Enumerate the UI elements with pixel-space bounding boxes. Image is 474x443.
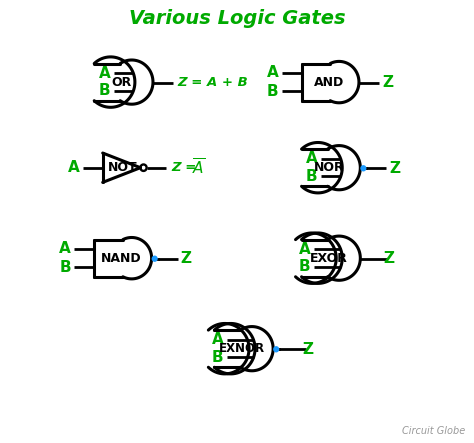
Text: B: B [299,260,310,274]
Text: A: A [267,65,278,80]
Text: A: A [212,332,223,347]
Text: Z: Z [390,161,401,176]
Text: Z: Z [181,251,192,266]
Text: EXNOR: EXNOR [219,342,265,355]
Text: A: A [306,152,318,167]
Text: A: A [99,66,110,81]
Text: NAND: NAND [101,252,142,264]
Text: NOR: NOR [314,161,344,174]
Text: Z =: Z = [171,161,201,174]
Text: $\overline{A}$: $\overline{A}$ [192,158,205,178]
Text: B: B [212,350,223,365]
Text: A: A [59,241,71,256]
Text: B: B [267,84,278,99]
Text: Z: Z [382,75,393,90]
Text: OR: OR [111,76,132,89]
Text: B: B [306,169,318,184]
Text: Z: Z [383,251,394,266]
Text: NOT: NOT [108,161,137,174]
Text: AND: AND [314,76,344,89]
Text: Various Logic Gates: Various Logic Gates [128,9,346,28]
Circle shape [152,256,158,262]
Text: Z: Z [302,342,313,357]
Text: A: A [68,160,80,175]
Text: Circuit Globe: Circuit Globe [402,426,465,436]
Circle shape [360,165,366,171]
Circle shape [273,346,279,353]
Text: EXOR: EXOR [310,252,348,264]
Text: B: B [99,83,110,98]
Text: A: A [299,242,310,257]
Text: Z = A + B: Z = A + B [177,76,248,89]
Text: B: B [60,260,71,275]
